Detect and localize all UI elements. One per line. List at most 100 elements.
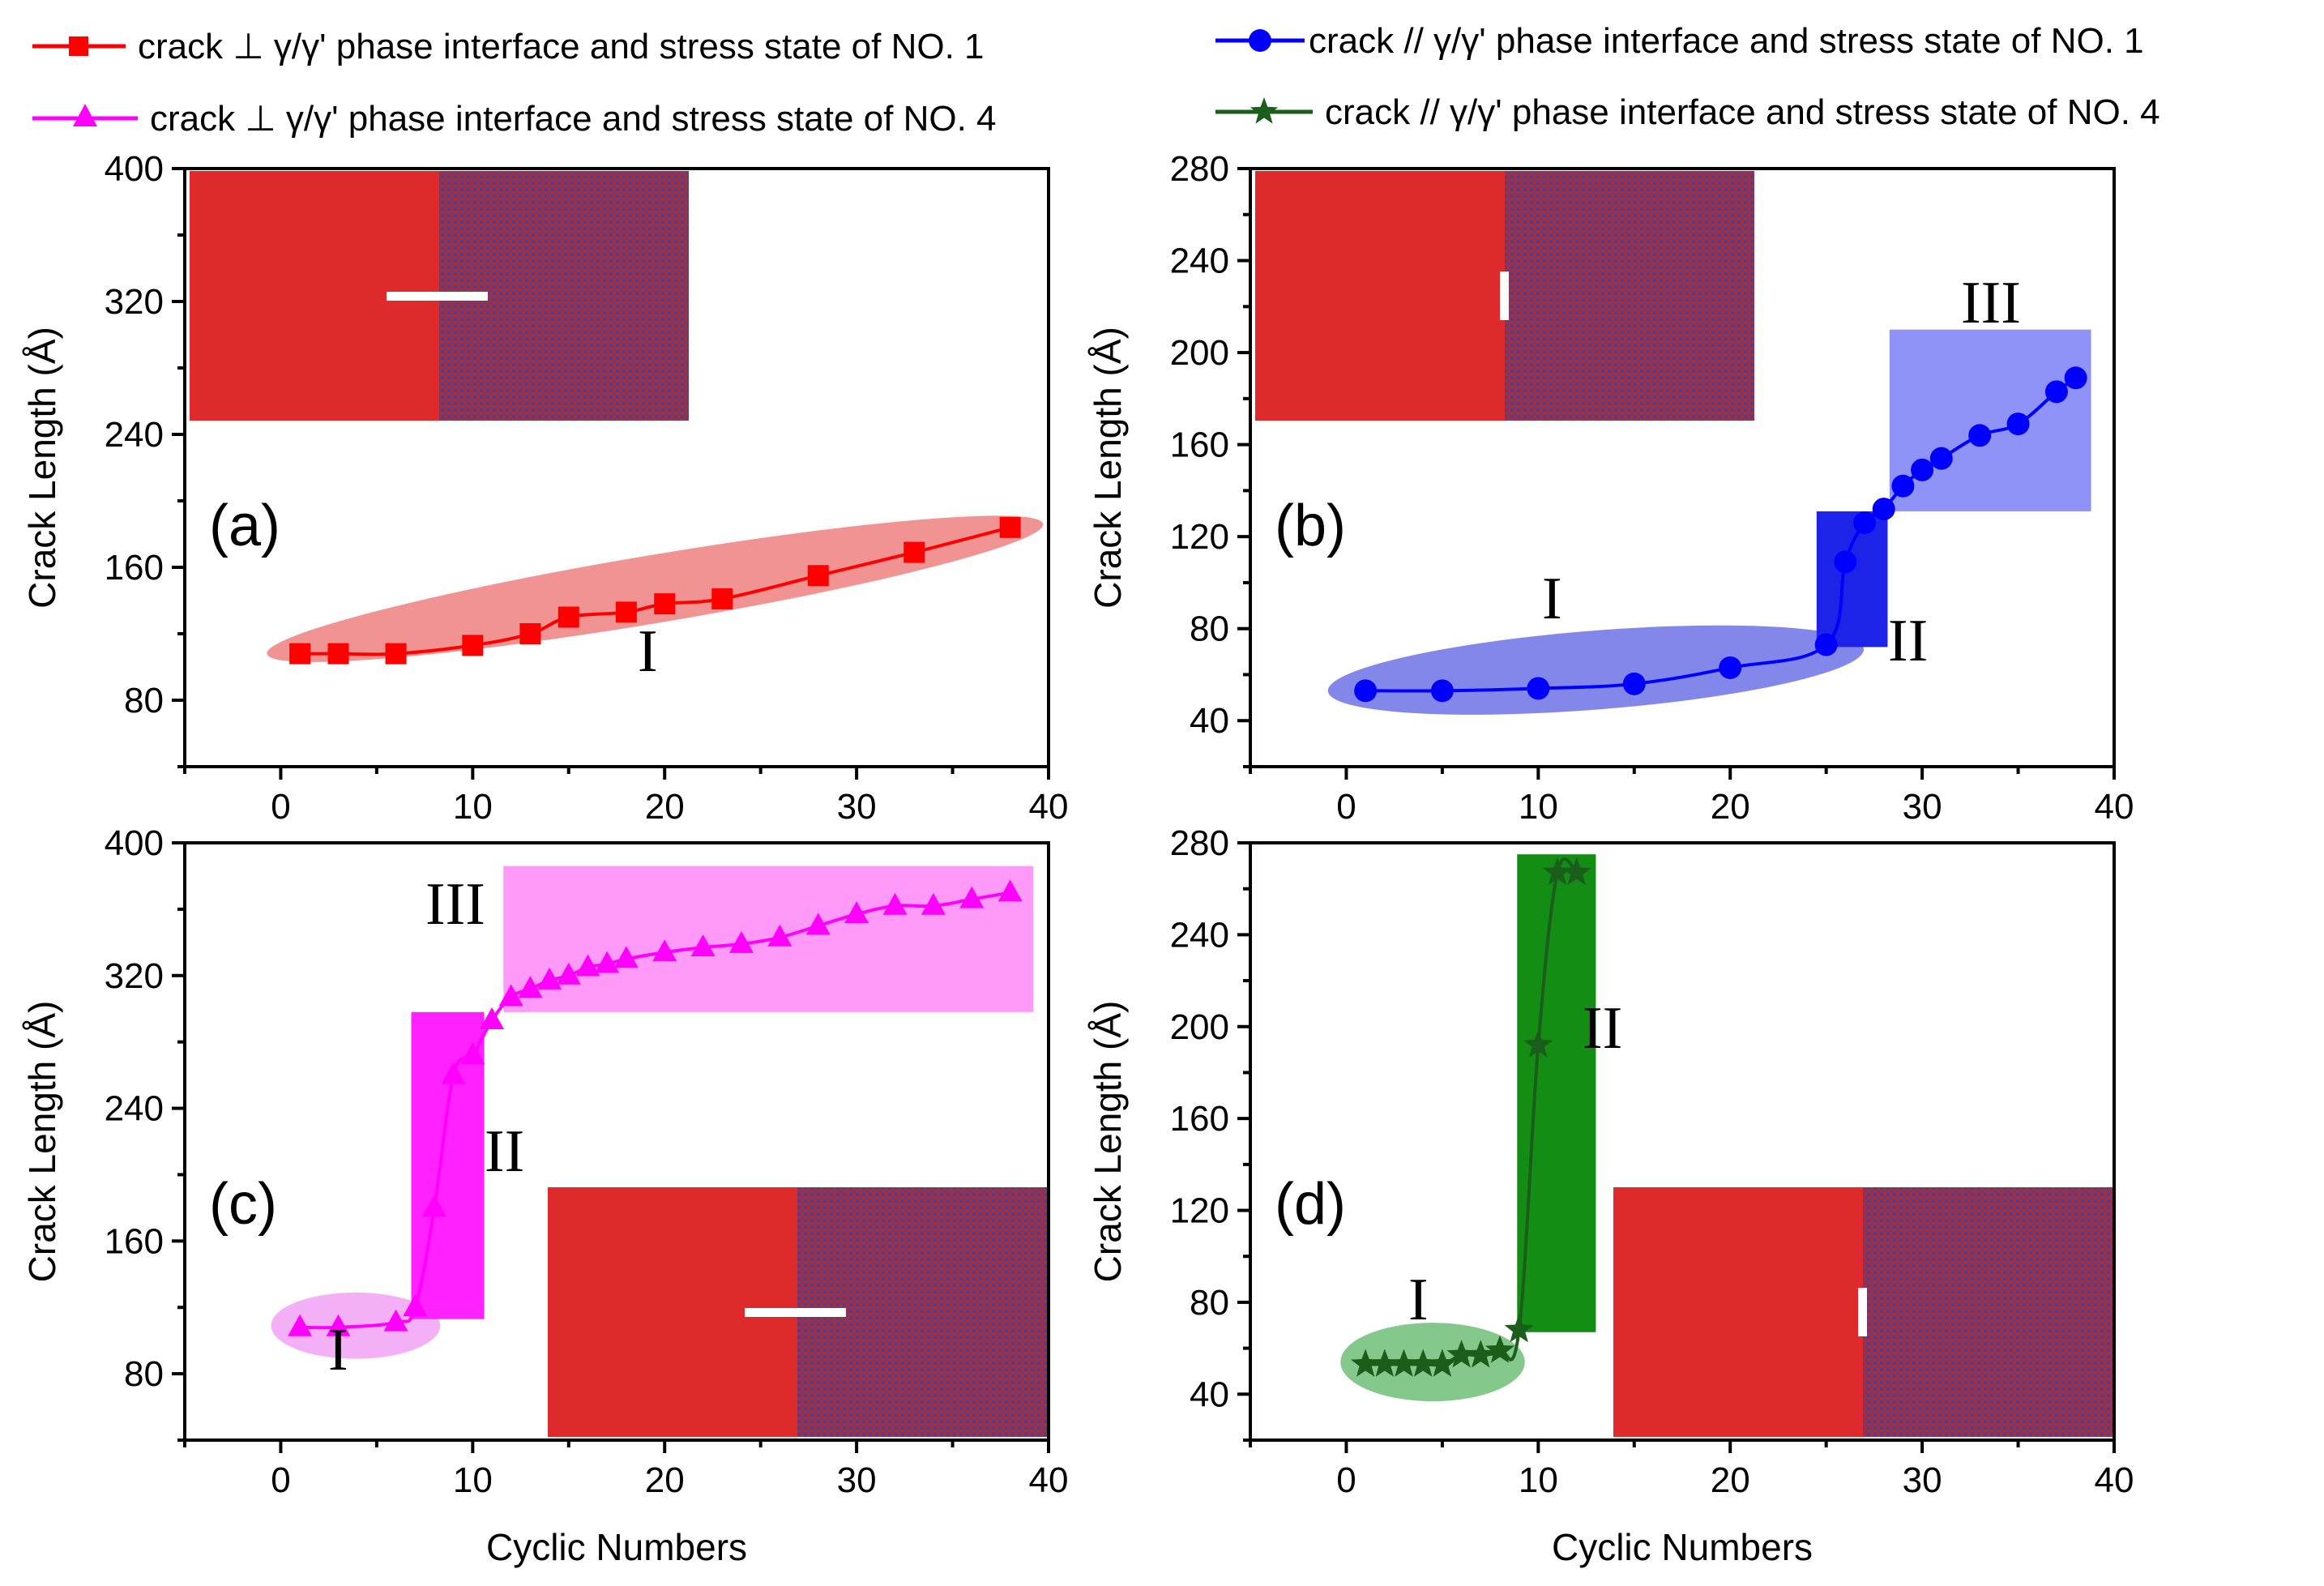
data-point (1485, 1335, 1514, 1363)
stage-II-region (1816, 511, 1888, 648)
chart-panel-a: 0 10 20 30 40 80 160 240 320 400 Crack Length (Å) (… (21, 149, 1068, 827)
data-point (1504, 1314, 1534, 1343)
chart-panel-d: 0 10 20 30 40 40 80 120 160 200 240 280 Crack Length… (1087, 823, 2134, 1568)
x-tick-label: 0 (271, 1460, 290, 1500)
data-point (959, 886, 985, 908)
chart-panel-b: 0 10 20 30 40 40 80 120 160 200 240 280 Crack Length… (1087, 149, 2134, 827)
y-tick-label: 320 (105, 956, 164, 996)
x-tick-label: 40 (1029, 787, 1069, 827)
data-point (1543, 857, 1573, 886)
y-tick-label: 80 (124, 681, 164, 720)
x-tick-label: 20 (645, 787, 685, 827)
x-tick-label: 0 (271, 787, 290, 827)
panel-label: (a) (209, 494, 280, 558)
y-tick-label: 160 (105, 548, 164, 588)
x-tick-label: 0 (1336, 787, 1356, 827)
data-point (1446, 1340, 1476, 1368)
data-point (1719, 656, 1742, 679)
gamma-prime-phase (1505, 171, 1754, 421)
crack-mark (1500, 271, 1509, 320)
data-point (613, 946, 639, 968)
data-point (1853, 511, 1877, 535)
x-tick-label: 20 (1711, 787, 1750, 827)
x-tick-label: 40 (1029, 1460, 1069, 1500)
x-axis-title: Cyclic Numbers (486, 1526, 747, 1568)
gamma-phase (1255, 171, 1505, 421)
stage-label-I: I (1542, 566, 1562, 632)
x-tick-label: 40 (2095, 787, 2134, 827)
stage-II-region (1517, 854, 1596, 1332)
data-point (728, 930, 754, 953)
data-point (383, 1309, 408, 1332)
data-point (1354, 679, 1378, 703)
legend-marker-triangle (73, 104, 97, 126)
data-point (998, 879, 1023, 902)
legend-marker-star (1250, 97, 1279, 124)
data-point (595, 951, 620, 973)
data-point (921, 892, 946, 915)
legend-text-2: crack // γ/γ' phase interface and stress… (1309, 21, 2144, 61)
x-tick-label: 20 (645, 1460, 685, 1500)
x-tick-label: 30 (1903, 1460, 1942, 1500)
stage-I-region (1327, 625, 1865, 715)
y-tick-label: 80 (1190, 1283, 1229, 1323)
x-axis-title: Cyclic Numbers (1552, 1526, 1813, 1568)
data-point (537, 967, 562, 990)
stage-label-I: I (1408, 1267, 1429, 1333)
stage-I-region (267, 515, 1044, 662)
data-point (460, 1042, 485, 1065)
x-tick-label: 10 (453, 1460, 493, 1500)
legend-entry-3: crack ⊥ γ/γ' phase interface and stress … (32, 99, 997, 139)
y-tick-label: 240 (105, 1089, 164, 1129)
data-point (1872, 498, 1895, 521)
stage-label-I: I (638, 618, 658, 685)
data-point (1834, 550, 1857, 574)
x-tick-label: 10 (453, 787, 493, 827)
x-tick-label: 0 (1336, 1460, 1356, 1500)
atomistic-inset-image (190, 171, 689, 421)
legend-text-4: crack // γ/γ' phase interface and stress… (1325, 92, 2160, 132)
data-point (1369, 1349, 1399, 1377)
data-point (1389, 1349, 1419, 1377)
data-point (1523, 1029, 1553, 1058)
y-tick-label: 80 (124, 1354, 164, 1394)
atomistic-inset-image (548, 1187, 1047, 1437)
y-tick-label: 160 (1170, 1099, 1229, 1139)
y-axis-title: Crack Length (Å) (21, 327, 63, 609)
y-tick-label: 200 (1170, 333, 1229, 373)
data-point (1466, 1340, 1496, 1368)
stage-III-region (1889, 329, 2091, 511)
y-tick-label: 80 (1190, 609, 1229, 649)
panel-label: (b) (1275, 494, 1346, 558)
data-point (519, 623, 541, 644)
data-point (1430, 679, 1454, 703)
data-point (711, 588, 733, 609)
y-tick-label: 240 (1170, 915, 1229, 955)
data-point (1622, 672, 1646, 695)
legend-text-1: crack ⊥ γ/γ' phase interface and stress … (138, 27, 985, 66)
data-point (326, 1314, 351, 1336)
data-point (518, 976, 543, 998)
legend-marker-square (69, 36, 88, 56)
data-point (556, 962, 581, 985)
data-point (2044, 380, 2068, 404)
data-point (1408, 1349, 1438, 1377)
plot-frame (1249, 841, 2116, 1442)
y-axis-title: Crack Length (Å) (1087, 327, 1129, 609)
legend-entry-1: crack ⊥ γ/γ' phase interface and stress … (32, 27, 985, 66)
y-tick-label: 240 (105, 415, 164, 455)
data-point (2064, 366, 2087, 390)
data-point (421, 1195, 446, 1217)
panel-label: (c) (209, 1172, 277, 1237)
data-point (807, 565, 829, 587)
legend-entry-4: crack // γ/γ' phase interface and stress… (1215, 92, 2160, 132)
x-tick-label: 10 (1519, 787, 1558, 827)
plot-frame (183, 167, 1050, 768)
legend-entry-2: crack // γ/γ' phase interface and stress… (1215, 21, 2144, 61)
data-point (1968, 424, 1992, 447)
data-point (288, 1314, 313, 1336)
data-point (1427, 1349, 1457, 1377)
y-tick-label: 40 (1190, 701, 1229, 741)
atomistic-inset-image (1613, 1187, 2113, 1437)
